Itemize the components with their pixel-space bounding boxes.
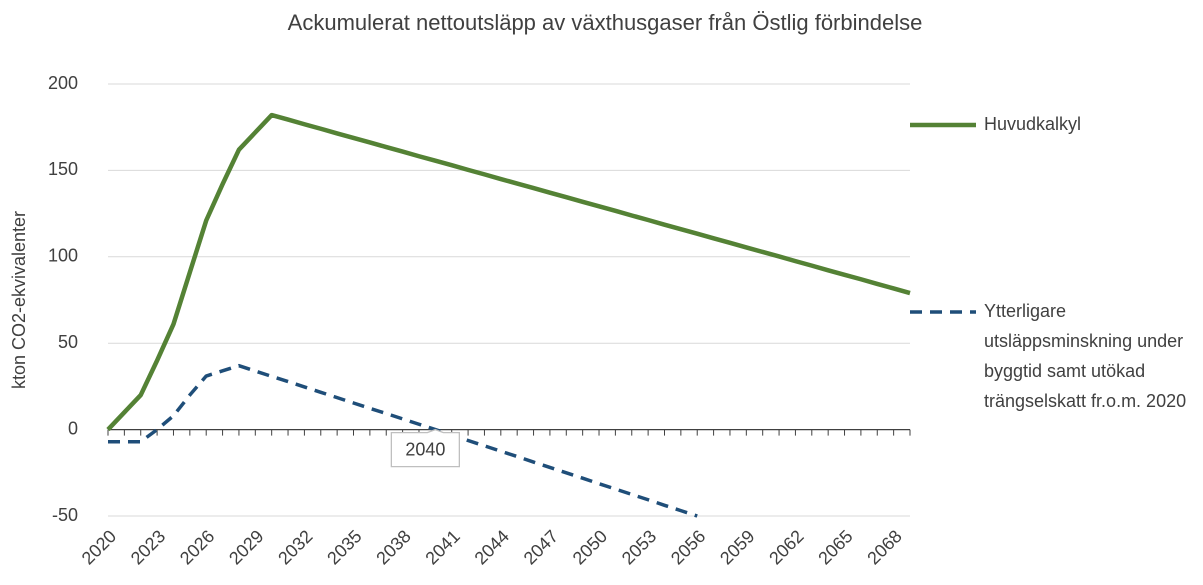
x-tick-label: 2032 xyxy=(274,526,316,568)
annotation: 2040 xyxy=(405,439,445,459)
x-tick-label: 2059 xyxy=(716,526,758,568)
y-tick-label: 50 xyxy=(58,332,78,352)
x-tick-label: 2023 xyxy=(127,526,169,568)
x-tick-label: 2050 xyxy=(569,526,611,568)
x-tick-label: 2068 xyxy=(863,526,905,568)
series-line xyxy=(106,112,911,432)
x-tick-label: 2020 xyxy=(78,526,120,568)
y-tick-label: 150 xyxy=(48,159,78,179)
x-tick-label: 2053 xyxy=(618,526,660,568)
legend-label: Ytterligare utsläppsminskning under byggti… xyxy=(984,301,1186,411)
chart-title: Ackumulerat nettoutsläpp av växthusgaser… xyxy=(288,10,923,35)
x-tick-label: 2062 xyxy=(765,526,807,568)
y-tick-label: 200 xyxy=(48,73,78,93)
y-tick-label: 100 xyxy=(48,246,78,266)
legend-label: Huvudkalkyl xyxy=(984,114,1081,134)
callout-box xyxy=(390,428,460,468)
x-tick-label: 2035 xyxy=(323,526,365,568)
series-line xyxy=(108,363,698,518)
x-tick-label: 2029 xyxy=(225,526,267,568)
x-tick-label: 2026 xyxy=(176,526,218,568)
x-tick-label: 2047 xyxy=(520,526,562,568)
x-tick-label: 2044 xyxy=(471,526,513,568)
y-axis-label: kton CO2-ekvivalenter xyxy=(9,211,29,389)
y-tick-label: 0 xyxy=(68,418,78,438)
x-tick-label: 2038 xyxy=(372,526,414,568)
x-tick-label: 2041 xyxy=(421,526,463,568)
x-tick-label: 2065 xyxy=(814,526,856,568)
y-tick-label: -50 xyxy=(52,505,78,525)
x-tick-label: 2056 xyxy=(667,526,709,568)
